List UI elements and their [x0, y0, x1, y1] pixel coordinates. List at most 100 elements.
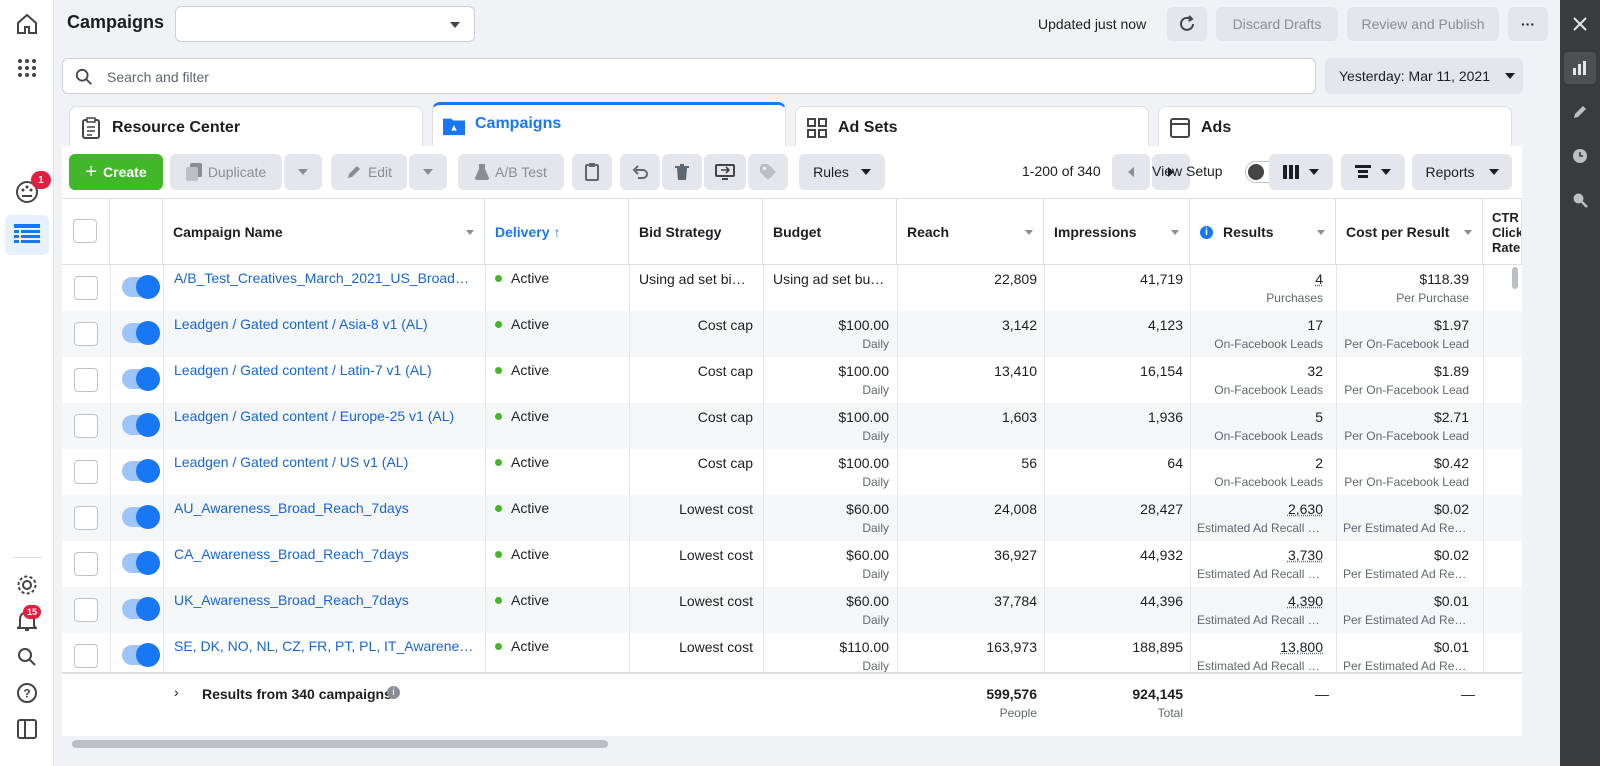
apps-grid-icon[interactable] — [5, 48, 49, 88]
edit-button[interactable]: Edit — [331, 154, 407, 190]
duplicate-button[interactable]: Duplicate — [170, 154, 282, 190]
campaign-on-off-toggle[interactable] — [122, 505, 160, 529]
next-page-button[interactable] — [1152, 154, 1190, 190]
row-checkbox[interactable] — [74, 506, 98, 530]
previous-page-button[interactable] — [1112, 154, 1150, 190]
horizontal-scrollbar[interactable] — [72, 740, 608, 748]
campaign-on-off-toggle[interactable] — [122, 321, 160, 345]
undo-button[interactable] — [620, 154, 660, 190]
campaign-name-link[interactable]: UK_Awareness_Broad_Reach_7days — [174, 592, 409, 608]
info-icon[interactable]: i — [1200, 225, 1213, 239]
select-all-checkbox[interactable] — [73, 219, 97, 243]
results-value[interactable]: 4,390 — [1287, 593, 1323, 609]
help-icon[interactable]: ? — [5, 673, 49, 713]
campaign-on-off-toggle[interactable] — [122, 551, 160, 575]
close-icon[interactable] — [1564, 8, 1596, 40]
row-checkbox[interactable] — [74, 276, 98, 300]
campaign-name-link[interactable]: Leadgen / Gated content / Europe-25 v1 (… — [174, 408, 455, 424]
row-checkbox[interactable] — [74, 460, 98, 484]
row-checkbox[interactable] — [74, 414, 98, 438]
column-impressions[interactable]: Impressions — [1044, 199, 1190, 265]
pencil-icon[interactable] — [1564, 96, 1596, 128]
campaign-on-off-toggle[interactable] — [122, 643, 160, 667]
row-checkbox[interactable] — [74, 368, 98, 392]
home-icon[interactable] — [5, 4, 49, 44]
campaign-name-link[interactable]: CA_Awareness_Broad_Reach_7days — [174, 546, 409, 562]
date-range-picker[interactable]: Yesterday: Mar 11, 2021 — [1325, 58, 1523, 94]
tab-ads[interactable]: Ads — [1158, 106, 1512, 150]
campaign-on-off-toggle[interactable] — [122, 275, 160, 299]
campaign-name-link[interactable]: A/B_Test_Creatives_March_2021_US_Broad_A… — [174, 270, 474, 286]
campaign-name-link[interactable]: Leadgen / Gated content / Asia-8 v1 (AL) — [174, 316, 428, 332]
row-checkbox[interactable] — [74, 552, 98, 576]
columns-button[interactable] — [1269, 154, 1333, 190]
campaign-name-link[interactable]: Leadgen / Gated content / Latin-7 v1 (AL… — [174, 362, 432, 378]
column-bid-strategy[interactable]: Bid Strategy — [629, 199, 763, 265]
table-row[interactable]: Leadgen / Gated content / Europe-25 v1 (… — [62, 403, 1522, 449]
column-reach[interactable]: Reach — [897, 199, 1044, 265]
results-value[interactable]: 2,630 — [1287, 501, 1323, 517]
results-value[interactable]: 5 — [1315, 409, 1323, 425]
campaign-name-link[interactable]: AU_Awareness_Broad_Reach_7days — [174, 500, 409, 516]
column-results[interactable]: i Results — [1190, 199, 1336, 265]
panel-toggle-icon[interactable] — [5, 709, 49, 749]
reports-button[interactable]: Reports — [1412, 154, 1512, 190]
more-options-button[interactable]: ··· — [1508, 7, 1548, 41]
expand-chevron-icon[interactable]: › — [174, 684, 179, 700]
inspect-search-icon[interactable] — [1564, 184, 1596, 216]
campaign-on-off-toggle[interactable] — [122, 597, 160, 621]
tab-campaigns[interactable]: Campaigns — [432, 102, 786, 150]
breakdown-button[interactable] — [1341, 154, 1405, 190]
table-row[interactable]: UK_Awareness_Broad_Reach_7days Active Lowe… — [62, 587, 1522, 633]
table-row[interactable]: CA_Awareness_Broad_Reach_7days Active Lowe… — [62, 541, 1522, 587]
column-budget[interactable]: Budget — [763, 199, 897, 265]
preview-button[interactable] — [704, 154, 746, 190]
clipboard-button[interactable] — [572, 154, 612, 190]
chart-icon[interactable] — [1564, 52, 1596, 84]
history-clock-icon[interactable] — [1564, 140, 1596, 172]
search-icon[interactable] — [5, 637, 49, 677]
table-row[interactable]: A/B_Test_Creatives_March_2021_US_Broad_A… — [62, 265, 1522, 311]
column-delivery[interactable]: Delivery ↑ — [485, 199, 629, 265]
results-value[interactable]: 32 — [1307, 363, 1323, 379]
table-row[interactable]: SE, DK, NO, NL, CZ, FR, PT, PL, IT_Aware… — [62, 633, 1522, 679]
table-row[interactable]: Leadgen / Gated content / Asia-8 v1 (AL)… — [62, 311, 1522, 357]
vertical-scrollbar[interactable] — [1512, 267, 1518, 289]
campaign-name-link[interactable]: Leadgen / Gated content / US v1 (AL) — [174, 454, 409, 470]
tab-resource-center[interactable]: Resource Center — [69, 106, 423, 150]
search-bar[interactable]: Search and filter — [62, 58, 1316, 94]
campaign-dropdown[interactable] — [175, 6, 475, 42]
duplicate-dropdown[interactable] — [284, 154, 322, 190]
results-value[interactable]: 13,800 — [1280, 639, 1323, 655]
row-checkbox[interactable] — [74, 598, 98, 622]
ab-test-button[interactable]: A/B Test — [458, 154, 564, 190]
rules-button[interactable]: Rules — [799, 154, 885, 190]
campaign-name-link[interactable]: SE, DK, NO, NL, CZ, FR, PT, PL, IT_Aware… — [174, 638, 474, 654]
column-campaign-name[interactable]: Campaign Name — [163, 199, 485, 265]
tag-button[interactable] — [748, 154, 788, 190]
row-checkbox[interactable] — [74, 322, 98, 346]
campaign-on-off-toggle[interactable] — [122, 367, 160, 391]
search-input[interactable]: Search and filter — [107, 69, 209, 85]
results-value[interactable]: 17 — [1307, 317, 1323, 333]
refresh-button[interactable] — [1167, 7, 1207, 41]
review-publish-button[interactable]: Review and Publish — [1347, 7, 1499, 41]
table-row[interactable]: AU_Awareness_Broad_Reach_7days Active Lowe… — [62, 495, 1522, 541]
results-value[interactable]: 3,730 — [1287, 547, 1323, 563]
results-value[interactable]: 4 — [1315, 271, 1323, 287]
ads-manager-table-icon[interactable] — [5, 215, 49, 255]
edit-dropdown[interactable] — [409, 154, 447, 190]
row-checkbox[interactable] — [74, 644, 98, 668]
campaign-on-off-toggle[interactable] — [122, 459, 160, 483]
info-icon[interactable]: i — [387, 686, 400, 699]
account-overview-icon[interactable] — [5, 172, 49, 212]
table-row[interactable]: Leadgen / Gated content / US v1 (AL) Acti… — [62, 449, 1522, 495]
discard-drafts-button[interactable]: Discard Drafts — [1216, 7, 1338, 41]
settings-gear-icon[interactable] — [5, 565, 49, 605]
column-ctr[interactable]: CTR Click Rate — [1483, 199, 1522, 265]
delete-button[interactable] — [662, 154, 702, 190]
create-button[interactable]: + Create — [69, 154, 163, 190]
campaign-on-off-toggle[interactable] — [122, 413, 160, 437]
table-row[interactable]: Leadgen / Gated content / Latin-7 v1 (AL… — [62, 357, 1522, 403]
results-value[interactable]: 2 — [1315, 455, 1323, 471]
